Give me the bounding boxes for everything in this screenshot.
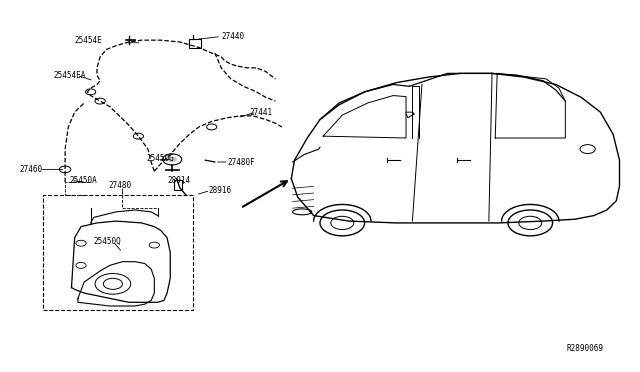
Circle shape bbox=[167, 157, 177, 162]
Bar bbox=[43, 195, 193, 310]
Bar bbox=[189, 39, 201, 48]
Text: 25450G: 25450G bbox=[147, 154, 175, 163]
Text: 27460: 27460 bbox=[19, 165, 42, 174]
Text: 25450A: 25450A bbox=[70, 176, 97, 185]
Text: 27480F: 27480F bbox=[228, 157, 255, 167]
Text: 28916: 28916 bbox=[209, 186, 232, 195]
Text: 27441: 27441 bbox=[250, 108, 273, 117]
Text: R2890069: R2890069 bbox=[566, 344, 604, 353]
Text: 27480: 27480 bbox=[108, 182, 132, 190]
Text: 27440: 27440 bbox=[221, 32, 244, 41]
Text: 25450Q: 25450Q bbox=[94, 237, 122, 246]
Text: 28914: 28914 bbox=[167, 176, 190, 185]
Text: 25454E: 25454E bbox=[75, 36, 102, 45]
Text: 25454EA: 25454EA bbox=[54, 71, 86, 80]
Bar bbox=[174, 180, 182, 190]
